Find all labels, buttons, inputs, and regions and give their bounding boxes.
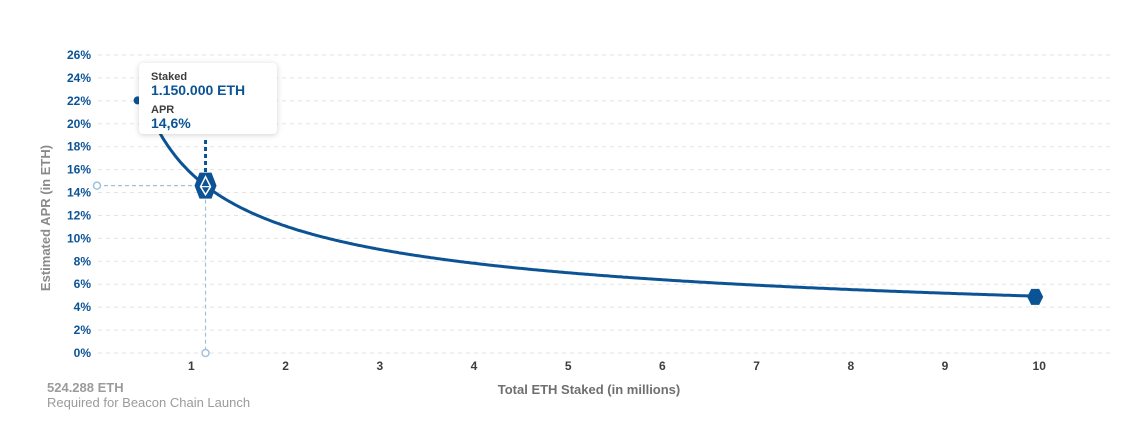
series-layer [145, 103, 1040, 298]
y-tick-label: 10% [67, 231, 91, 245]
tooltip-apr-label: APR [151, 104, 175, 116]
y-axis-ticks: 0% 2% 4% 6% 8% 10% 12% 14% 16% 18% 20% 22% 24% 26% [67, 48, 91, 360]
end-point-marker [1027, 288, 1044, 305]
y-tick-label: 24% [67, 71, 91, 85]
x-tick-label: 1 [188, 359, 195, 373]
y-tick-label: 18% [67, 140, 91, 154]
guide-lines [92, 140, 210, 358]
tooltip-staked-label: Staked [151, 71, 188, 83]
x-tick-label: 4 [471, 359, 478, 373]
y-tick-label: 14% [67, 186, 91, 200]
y-tick-label: 2% [74, 323, 92, 337]
y-tick-label: 26% [67, 48, 91, 62]
y-tick-label: 4% [74, 300, 92, 314]
x-tick-label: 8 [847, 359, 854, 373]
x-guide-endpoint [201, 348, 210, 358]
tooltip-staked-value: 1.150.000 ETH [151, 82, 246, 98]
y-axis-title: Estimated APR (in ETH) [38, 145, 53, 291]
footnote-caption: Required for Beacon Chain Launch [47, 395, 251, 410]
footnote: 524.288 ETH Required for Beacon Chain La… [47, 380, 250, 410]
y-guide-endpoint [92, 181, 102, 190]
tooltip: Staked 1.150.000 ETH APR 14,6% [139, 63, 277, 134]
x-tick-label: 7 [753, 359, 760, 373]
x-tick-label: 5 [565, 359, 572, 373]
x-tick-label: 6 [659, 359, 666, 373]
eth-glyph [199, 174, 212, 197]
y-tick-label: 8% [74, 254, 92, 268]
highlight-marker [194, 172, 217, 199]
y-tick-label: 16% [67, 163, 91, 177]
x-axis-title: Total ETH Staked (in millions) [498, 382, 681, 397]
y-tick-label: 0% [74, 346, 92, 360]
x-tick-label: 9 [942, 359, 949, 373]
y-tick-label: 20% [67, 117, 91, 131]
apr-curve [145, 103, 1040, 298]
x-tick-label: 3 [376, 359, 383, 373]
x-tick-label: 2 [282, 359, 289, 373]
eth-diamond-icon [194, 172, 217, 199]
x-tick-label: 10 [1033, 359, 1047, 373]
y-tick-label: 22% [67, 94, 91, 108]
footnote-amount: 524.288 ETH [47, 380, 124, 395]
y-tick-label: 12% [67, 208, 91, 222]
x-axis-ticks: 1 2 3 4 5 6 7 8 9 10 [188, 359, 1046, 373]
tooltip-apr-value: 14,6% [151, 115, 191, 131]
y-tick-label: 6% [74, 277, 92, 291]
